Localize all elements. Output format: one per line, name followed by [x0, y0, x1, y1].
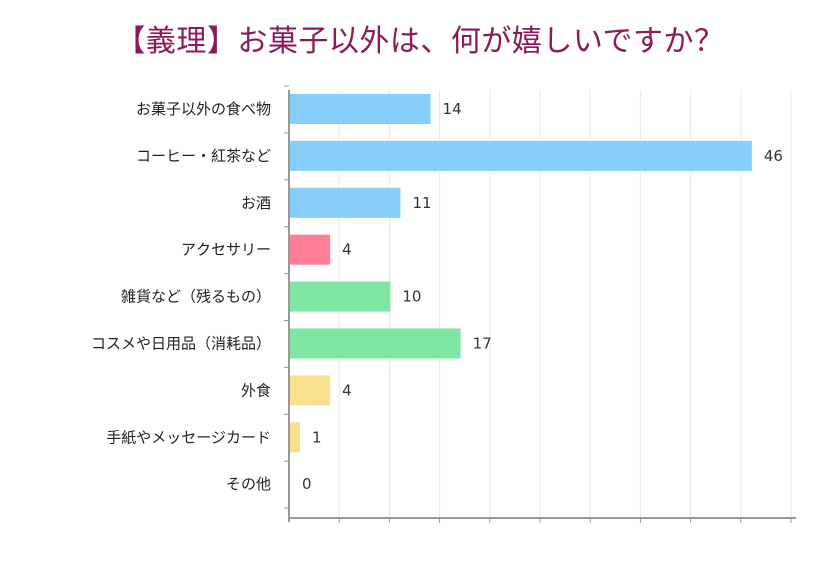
value-label: 14: [443, 100, 462, 118]
category-label: お酒: [241, 194, 271, 212]
bar: [290, 328, 461, 359]
chart-title: 【義理】お菓子以外は、何が嬉しいですか？: [115, 24, 725, 59]
value-label: 46: [764, 147, 783, 165]
bars: [290, 94, 752, 453]
category-label: その他: [226, 475, 271, 493]
category-label: アクセサリー: [181, 241, 271, 259]
category-label: コーヒー・紅茶など: [136, 147, 271, 165]
value-label: 4: [342, 381, 352, 399]
bar: [290, 140, 752, 171]
value-label: 17: [473, 335, 492, 353]
bar: [290, 187, 401, 218]
bar: [290, 94, 431, 124]
value-label: 11: [412, 194, 431, 212]
value-label: 0: [302, 475, 312, 493]
bar: [290, 234, 331, 265]
bar: [290, 422, 301, 453]
bar: [290, 281, 391, 312]
axes: [284, 85, 796, 523]
value-label: 1: [312, 428, 322, 446]
value-label: 10: [402, 288, 421, 306]
category-label: お菓子以外の食べ物: [136, 100, 271, 118]
category-label: 外食: [241, 381, 271, 399]
category-label: コスメや日用品（消耗品）: [91, 335, 271, 353]
category-label: 雑貨など（残るもの）: [121, 288, 271, 306]
value-label: 4: [342, 241, 352, 259]
bar: [290, 375, 331, 406]
category-label: 手紙やメッセージカード: [106, 428, 271, 446]
